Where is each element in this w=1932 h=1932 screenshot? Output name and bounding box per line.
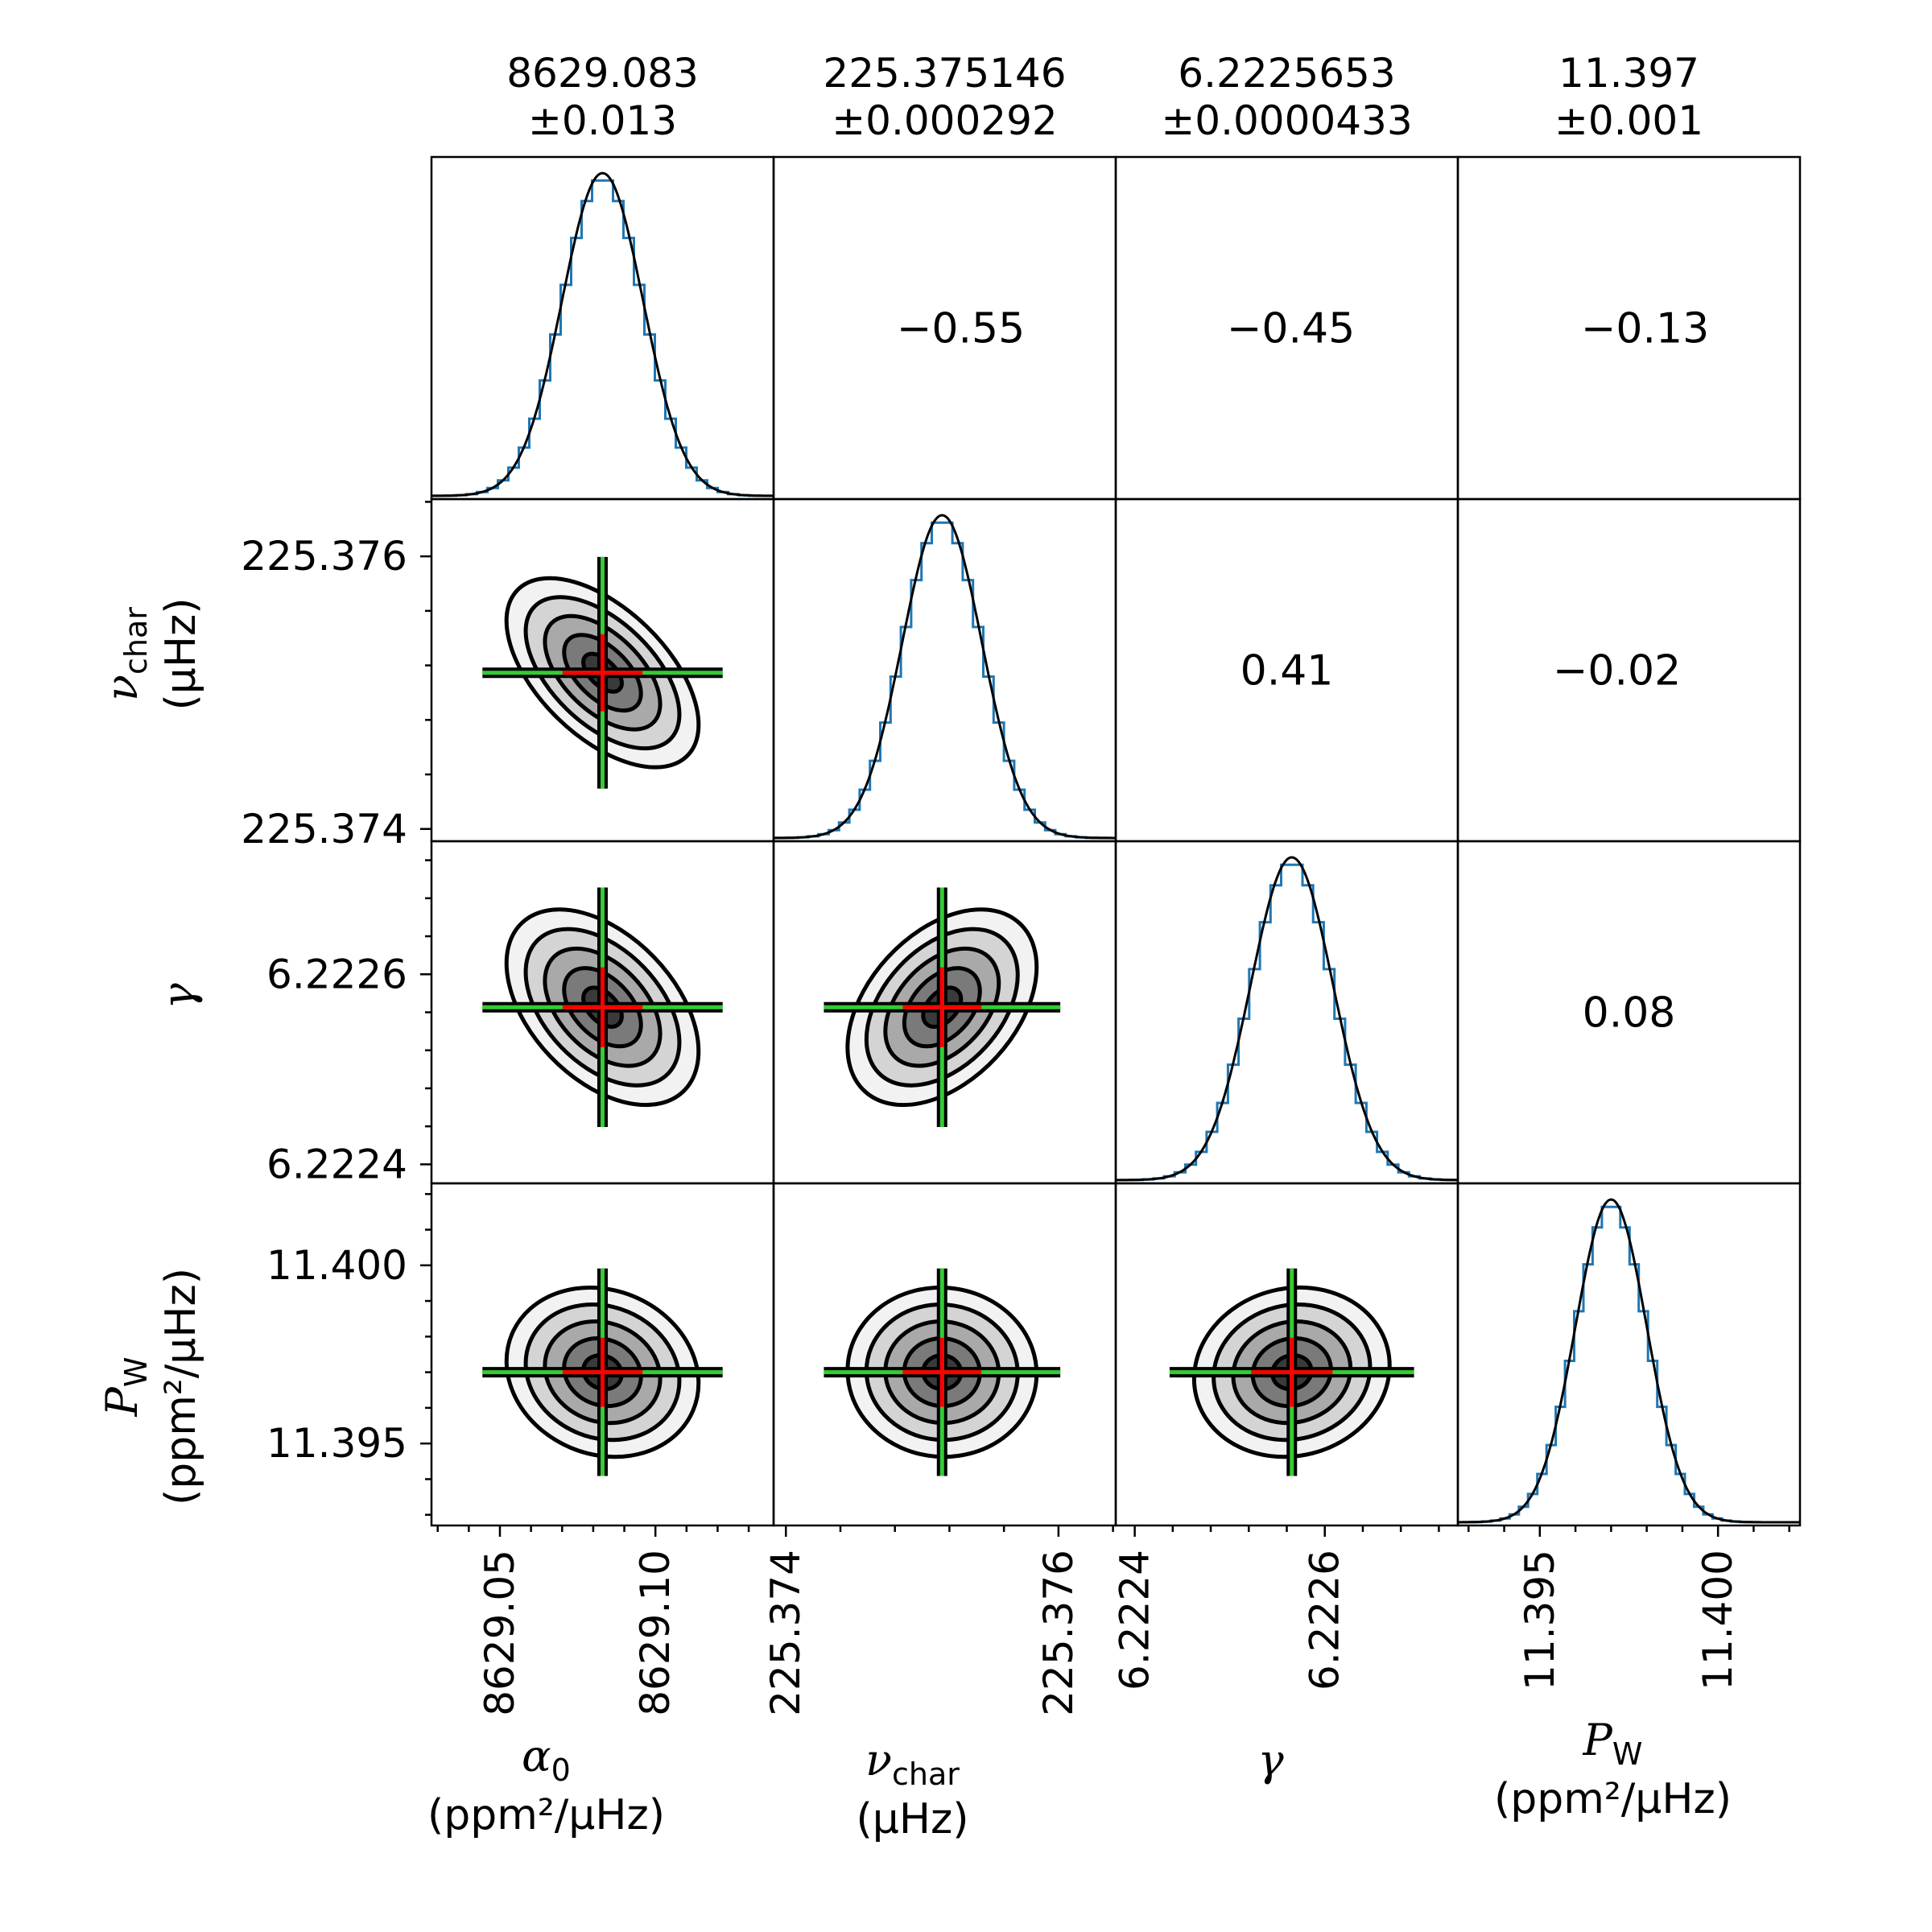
panel-frame xyxy=(772,497,1117,843)
panel-3-1 xyxy=(772,1182,1117,1527)
axis-unit: (ppm²/μHz) xyxy=(157,1268,205,1505)
panel-0-2: −0.45 xyxy=(1114,155,1459,501)
histogram xyxy=(431,179,774,497)
y-tick-label: 6.2226 xyxy=(266,951,407,997)
axis-symbol: νchar xyxy=(97,607,154,701)
panel-2-3: 0.08 xyxy=(1456,840,1802,1185)
axis-label-3: PW(ppm²/μHz) xyxy=(1494,1715,1732,1823)
param-value: 225.375146 xyxy=(823,50,1066,97)
panel-3-2 xyxy=(1114,1182,1459,1527)
param-error: ±0.001 xyxy=(1554,97,1703,144)
axis-label-3: PW(ppm²/μHz) xyxy=(97,1268,205,1505)
panel-2-0 xyxy=(430,840,775,1185)
x-tick-label: 6.2226 xyxy=(1302,1550,1348,1690)
correlation-value: −0.02 xyxy=(1553,647,1681,696)
correlation-value: 0.41 xyxy=(1241,647,1334,696)
gaussian-fit xyxy=(1458,1198,1800,1524)
y-tick-label: 6.2224 xyxy=(266,1141,407,1187)
axis-unit: (μHz) xyxy=(157,597,205,710)
axis-label-1: νchar(μHz) xyxy=(97,597,205,710)
axis-unit: (μHz) xyxy=(856,1795,968,1843)
histogram xyxy=(1458,1205,1800,1524)
axis-label-2: γ xyxy=(1257,1735,1284,1785)
x-tick-label: 8629.05 xyxy=(477,1550,523,1716)
axis-symbol: PW xyxy=(97,1357,154,1418)
param-error: ±0.0000433 xyxy=(1161,97,1412,144)
axis-symbol: γ xyxy=(1257,1735,1284,1785)
param-error: ±0.000292 xyxy=(832,97,1057,144)
correlation-value: 0.08 xyxy=(1583,989,1676,1038)
x-tick-label: 11.395 xyxy=(1517,1550,1563,1690)
panel-3-0 xyxy=(430,1182,775,1527)
panel-2-2 xyxy=(1114,840,1459,1185)
panel-0-0 xyxy=(430,155,775,501)
axis-label-0: α0(ppm²/μHz) xyxy=(427,1731,665,1839)
x-tick-label: 225.374 xyxy=(762,1550,809,1716)
y-tick-label: 225.376 xyxy=(241,533,407,580)
axis-symbol: γ xyxy=(153,983,204,1009)
axis-label-2: γ xyxy=(153,983,204,1009)
panel-1-3: −0.02 xyxy=(1456,497,1802,843)
panel-1-0 xyxy=(430,497,775,843)
correlation-value: −0.13 xyxy=(1581,305,1709,353)
x-tick-label: 6.2224 xyxy=(1112,1550,1158,1690)
axis-unit: (ppm²/μHz) xyxy=(1494,1775,1732,1823)
x-tick-label: 225.376 xyxy=(1035,1550,1082,1716)
histogram xyxy=(1116,863,1458,1182)
panel-3-3 xyxy=(1456,1182,1802,1527)
axis-unit: (ppm²/μHz) xyxy=(427,1791,665,1839)
param-error: ±0.013 xyxy=(528,97,677,144)
y-tick-label: 11.395 xyxy=(266,1420,407,1467)
y-tick-label: 225.374 xyxy=(241,806,407,852)
x-tick-label: 11.400 xyxy=(1695,1550,1741,1690)
y-tick-label: 11.400 xyxy=(266,1242,407,1289)
panel-frame xyxy=(430,155,775,501)
axis-symbol: PW xyxy=(1583,1715,1643,1772)
axis-symbol: νchar xyxy=(865,1735,960,1792)
panel-frame xyxy=(1114,840,1459,1185)
param-value: 8629.083 xyxy=(506,50,699,97)
correlation-value: −0.55 xyxy=(897,305,1025,353)
panel-1-2: 0.41 xyxy=(1114,497,1459,843)
panel-frame xyxy=(1456,1182,1802,1527)
axis-label-1: νchar(μHz) xyxy=(856,1735,968,1843)
x-tick-label: 8629.10 xyxy=(632,1550,679,1716)
panel-1-1 xyxy=(772,497,1117,843)
gaussian-fit xyxy=(774,514,1116,840)
axis-symbol: α0 xyxy=(522,1731,571,1788)
gaussian-fit xyxy=(431,171,774,497)
gaussian-fit xyxy=(1116,856,1458,1182)
correlation-value: −0.45 xyxy=(1227,305,1355,353)
param-value: 6.2225653 xyxy=(1178,50,1395,97)
panel-2-1 xyxy=(772,840,1117,1185)
panel-0-3: −0.13 xyxy=(1456,155,1802,501)
panel-0-1: −0.55 xyxy=(772,155,1117,501)
histogram xyxy=(774,521,1116,840)
param-value: 11.397 xyxy=(1558,50,1699,97)
